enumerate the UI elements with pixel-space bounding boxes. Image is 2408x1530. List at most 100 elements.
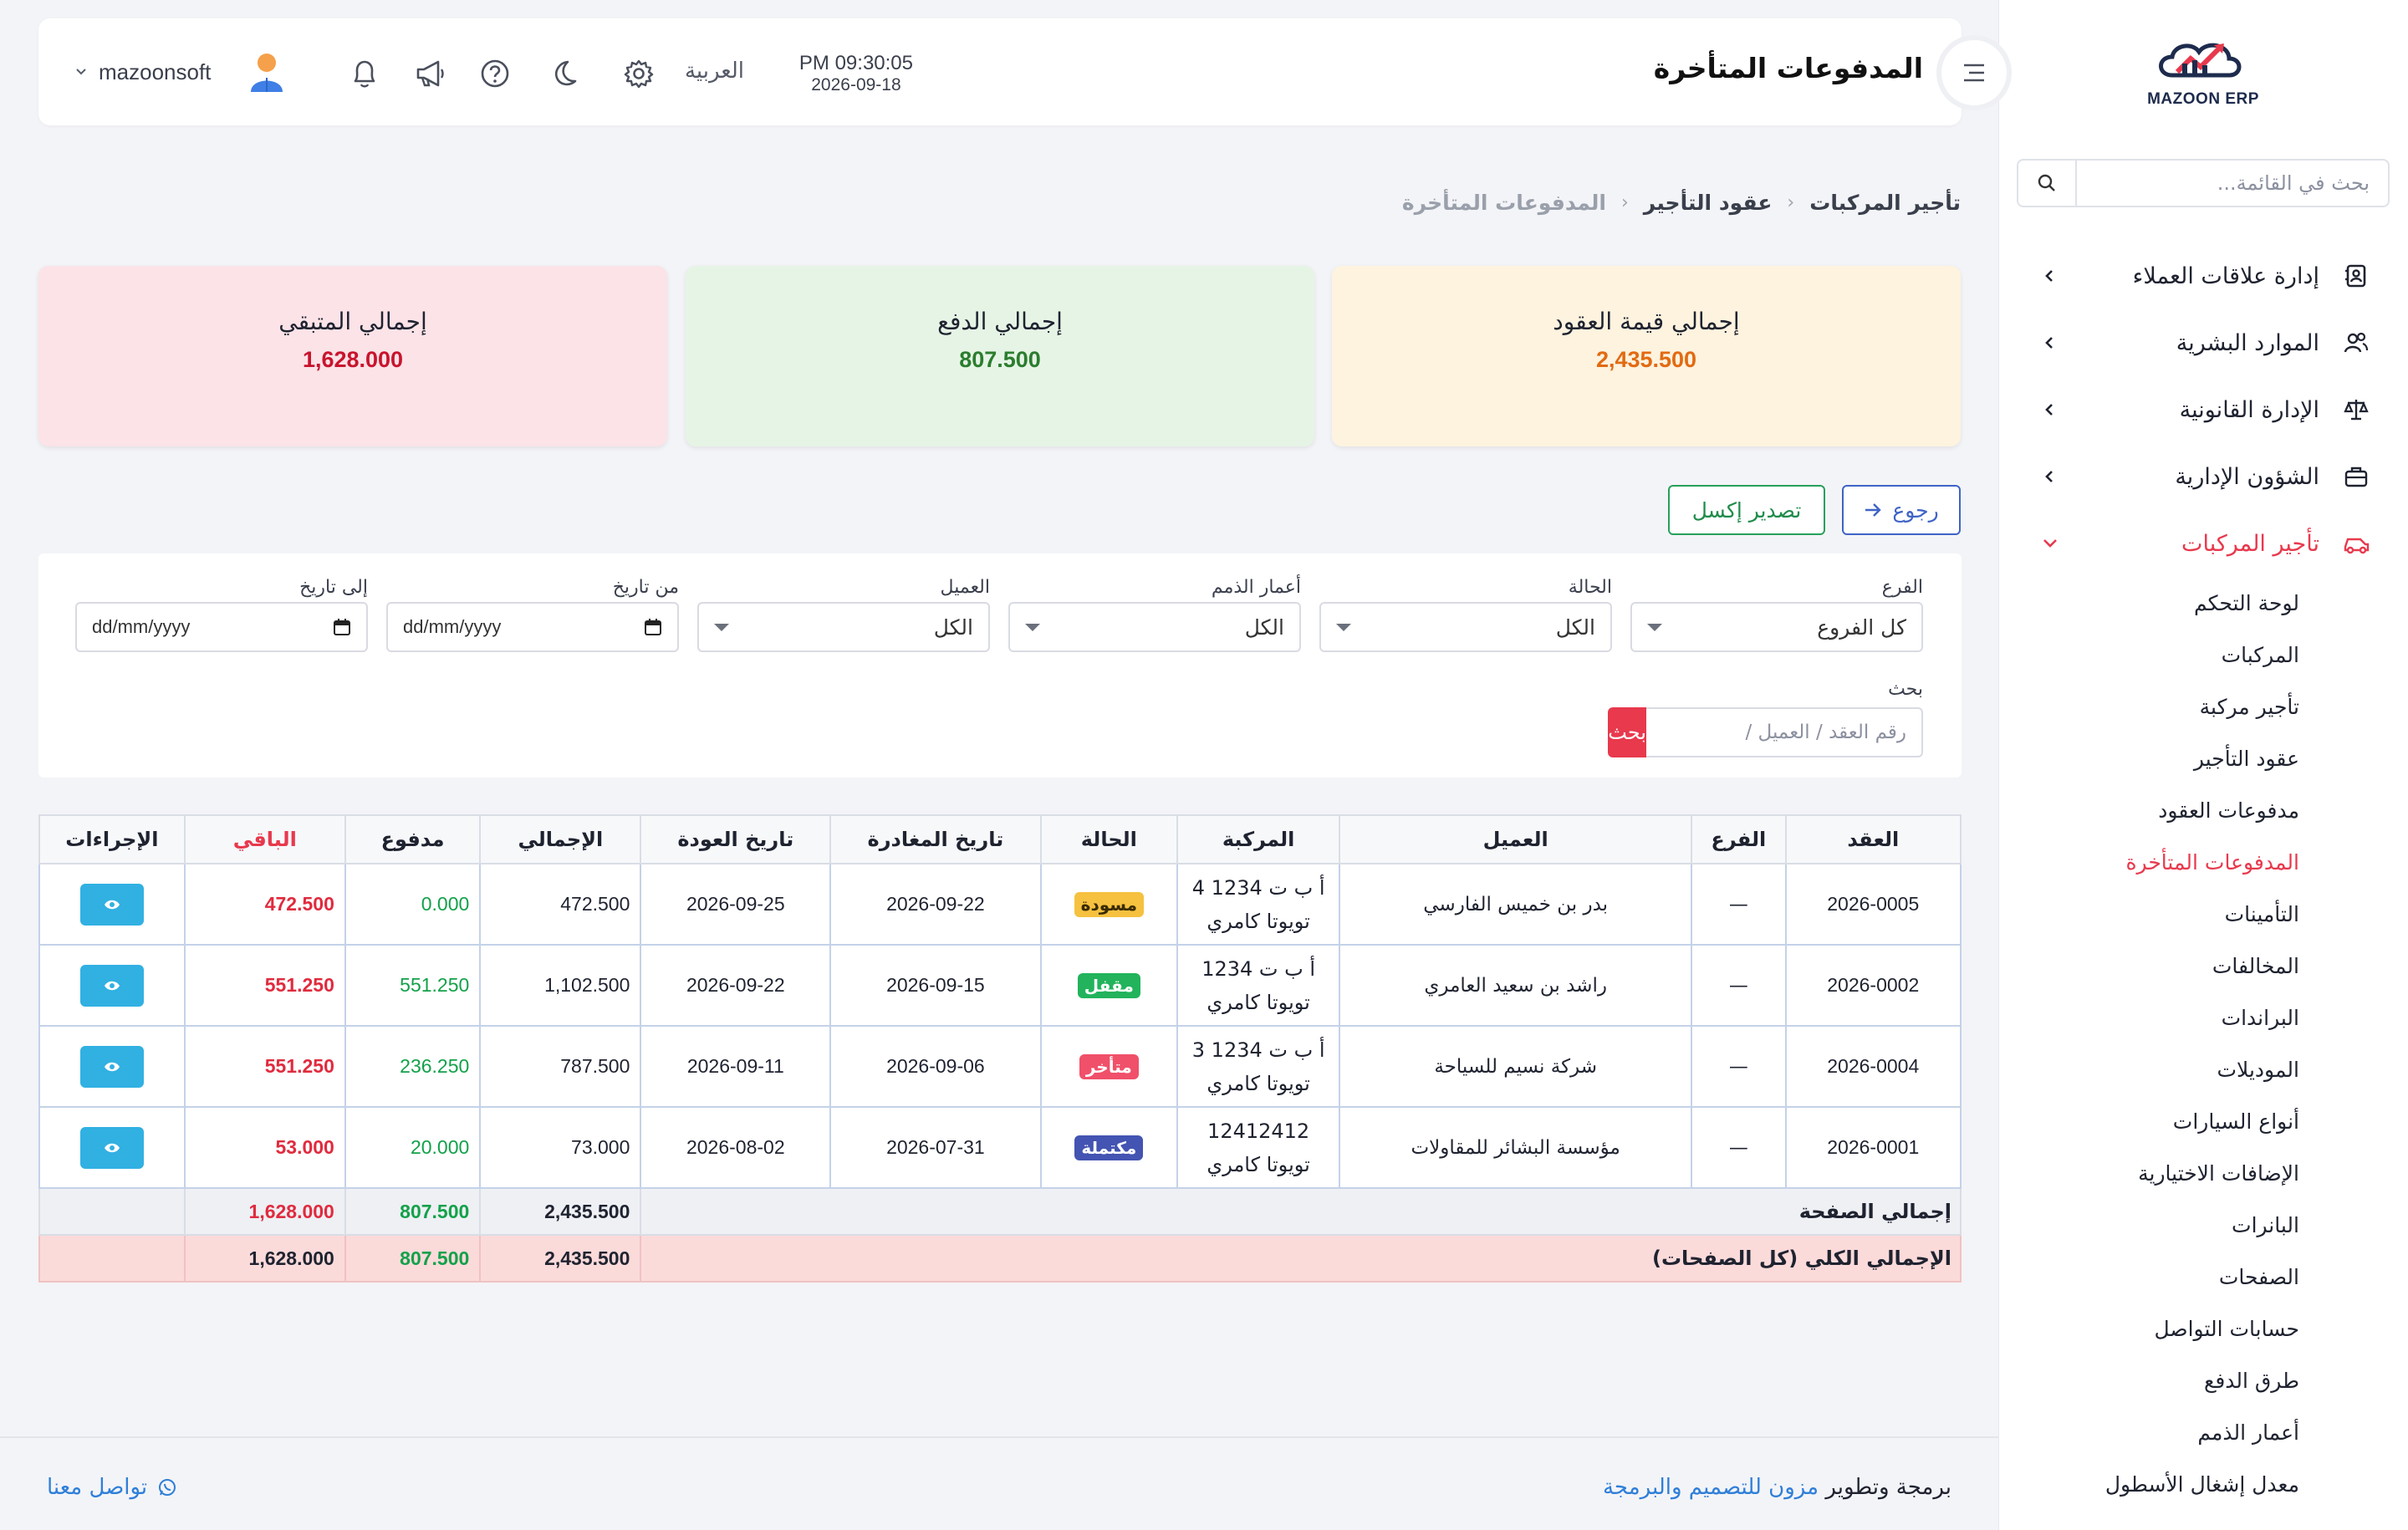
cell-paid: 236.250 [344, 1025, 482, 1108]
cell-return: 2026-09-25 [640, 863, 832, 946]
cell-customer: بدر بن خميس الفارسي [1339, 863, 1693, 946]
stat-value: 2,435.500 [1595, 347, 1697, 372]
submenu-dashboard[interactable]: لوحة التحكم [2193, 590, 2299, 615]
grand-total-row: الإجمالي الكلي (كل الصفحات) 2,435.500 80… [38, 1234, 1962, 1283]
sidebar-item-admin[interactable]: الشؤون الإدارية [1999, 443, 2408, 510]
status-badge: متأخر [1079, 1053, 1139, 1079]
cell-status: مسودة [1039, 863, 1179, 946]
chevron-left-icon [2040, 333, 2060, 353]
notifications-button[interactable] [346, 55, 383, 92]
col-total[interactable]: الإجمالي [479, 814, 642, 864]
status-badge: مقفل [1077, 972, 1140, 998]
chevron-down-icon [2040, 533, 2060, 553]
cell-return: 2026-09-22 [640, 944, 832, 1027]
submenu-optional-addons[interactable]: الإضافات الاختيارية [2138, 1160, 2299, 1186]
submenu-contract-payments[interactable]: مدفوعات العقود [2158, 798, 2299, 823]
sidebar-item-hr[interactable]: الموارد البشرية [1999, 309, 2408, 376]
theme-toggle[interactable] [545, 55, 582, 92]
export-excel-button[interactable]: تصدير إكسل [1668, 485, 1825, 535]
customer-filter-label: العميل [940, 577, 990, 598]
credit-brand-link[interactable]: مزون للتصميم والبرمجة [1602, 1475, 1819, 1500]
sidebar-toggle-button[interactable] [1936, 35, 2012, 110]
col-remaining[interactable]: الباقي [183, 814, 346, 864]
sidebar-item-crm[interactable]: إدارة علاقات العملاء [1999, 242, 2408, 309]
help-icon [481, 59, 509, 88]
col-contract[interactable]: العقد [1784, 814, 1962, 864]
submenu-vehicles[interactable]: المركبات [2221, 642, 2299, 667]
col-paid[interactable]: مدفوع [344, 814, 482, 864]
view-button[interactable] [79, 883, 144, 926]
status-select[interactable]: الكل [1319, 602, 1612, 652]
customer-select[interactable]: الكل [697, 602, 990, 652]
submenu-rent-vehicle[interactable]: تأجير مركبة [2199, 694, 2299, 719]
from-date-value: dd/mm/yyyy [403, 616, 502, 637]
page-total-remaining: 1,628.000 [183, 1187, 346, 1236]
view-button[interactable] [79, 964, 144, 1007]
col-return[interactable]: تاريخ العودة [640, 814, 832, 864]
caret-down-icon [1336, 623, 1351, 631]
submenu-models[interactable]: الموديلات [2217, 1057, 2299, 1082]
submenu-banners[interactable]: البانرات [2232, 1212, 2299, 1237]
search-button[interactable]: بحث [1608, 707, 1646, 757]
back-button[interactable]: رجوع [1842, 485, 1961, 535]
breadcrumb-root[interactable]: تأجير المركبات [1809, 191, 1961, 215]
submenu-insurances[interactable]: التأمينات [2224, 901, 2299, 926]
status-filter: الحالة الكل [1319, 577, 1612, 652]
announcements-button[interactable] [411, 55, 448, 92]
submenu-receivables-aging[interactable]: أعمار الذمم [2197, 1420, 2299, 1445]
calendar-icon [334, 619, 350, 635]
page-total-empty [38, 1187, 186, 1236]
submenu-car-types[interactable]: أنواع السيارات [2172, 1109, 2299, 1134]
settings-button[interactable] [620, 55, 657, 92]
search-input[interactable] [1646, 707, 1923, 757]
branch-select[interactable]: كل الفروع [1630, 602, 1923, 652]
breadcrumb-current: المدفوعات المتأخرة [1401, 191, 1606, 215]
from-date-input[interactable]: dd/mm/yyyy [386, 602, 679, 652]
submenu-rental-contracts[interactable]: عقود التأجير [2193, 746, 2299, 771]
sidebar-item-legal[interactable]: الإدارة القانونية [1999, 376, 2408, 443]
stat-value: 1,628.000 [302, 347, 404, 372]
moon-icon [554, 60, 577, 86]
logo[interactable]: MAZOON ERP [2140, 33, 2266, 117]
stat-label: إجمالي قيمة العقود [1553, 308, 1740, 335]
sidebar-search-button[interactable] [2018, 161, 2077, 206]
sidebar-search-input[interactable] [2077, 161, 2388, 206]
submenu-fleet-occupancy[interactable]: معدل إشغال الأسطول [2104, 1471, 2299, 1497]
page-total-label: إجمالي الصفحة [640, 1187, 1962, 1236]
cell-actions [38, 863, 186, 946]
to-date-value: dd/mm/yyyy [92, 616, 191, 637]
submenu-pages[interactable]: الصفحات [2218, 1264, 2299, 1289]
whatsapp-icon [159, 1479, 176, 1496]
clock: PM 09:30:05 2026-09-18 [799, 52, 913, 95]
help-button[interactable] [477, 55, 513, 92]
cell-branch: — [1691, 1025, 1787, 1108]
to-date-input[interactable]: dd/mm/yyyy [75, 602, 368, 652]
view-button[interactable] [79, 1126, 144, 1169]
col-customer[interactable]: العميل [1339, 814, 1693, 864]
view-button[interactable] [79, 1045, 144, 1088]
language-switch[interactable]: العربية [684, 59, 744, 84]
eye-icon [104, 981, 120, 990]
logo-icon [2159, 43, 2242, 78]
submenu-brands[interactable]: البراندات [2221, 1005, 2299, 1030]
cell-paid: 551.250 [344, 944, 482, 1027]
submenu-violations[interactable]: المخالفات [2212, 953, 2299, 978]
contact-us-link[interactable]: تواصل معنا [47, 1475, 177, 1500]
user-menu[interactable]: mazoonsoft [75, 48, 286, 95]
sidebar-item-vehicle-rental[interactable]: تأجير المركبات [1999, 510, 2408, 577]
submenu-social-accounts[interactable]: حسابات التواصل [2154, 1316, 2299, 1341]
aging-select-value: الكل [1244, 615, 1284, 640]
cell-contract: 2026-0005 [1784, 863, 1962, 946]
logo-text: MAZOON ERP [2147, 90, 2259, 108]
aging-select[interactable]: الكل [1008, 602, 1301, 652]
cell-remaining: 551.250 [183, 1025, 346, 1108]
breadcrumb-parent[interactable]: عقود التأجير [1643, 191, 1773, 215]
submenu-payment-methods[interactable]: طرق الدفع [2204, 1368, 2299, 1393]
submenu-overdue-payments[interactable]: المدفوعات المتأخرة [2125, 849, 2299, 875]
cell-remaining: 53.000 [183, 1106, 346, 1189]
col-departure[interactable]: تاريخ المغادرة [829, 814, 1042, 864]
col-status[interactable]: الحالة [1039, 814, 1179, 864]
col-branch[interactable]: الفرع [1691, 814, 1787, 864]
col-vehicle[interactable]: المركبة [1176, 814, 1341, 864]
cell-departure: 2026-07-31 [829, 1106, 1042, 1189]
